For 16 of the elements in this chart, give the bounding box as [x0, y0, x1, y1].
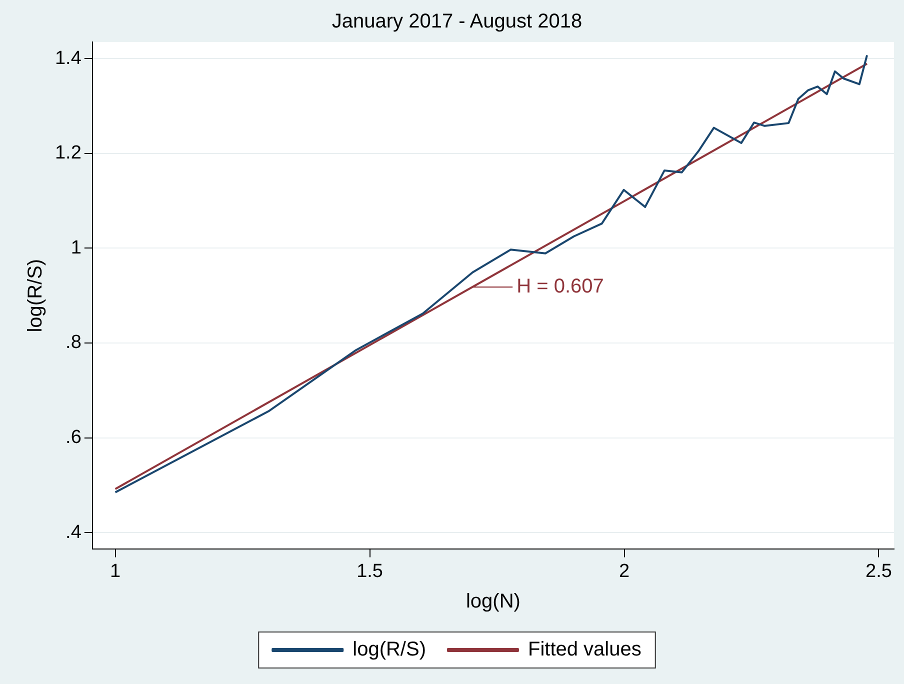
- x-tick-label: 1.5: [356, 560, 383, 582]
- legend-label: log(R/S): [352, 638, 426, 661]
- y-tick-label: 1.4: [54, 48, 82, 69]
- annotation: H = 0.607: [516, 276, 604, 298]
- x-tick-label: 2: [618, 560, 630, 582]
- x-tick-label: 1: [110, 560, 121, 582]
- y-tick-label: 1.2: [54, 142, 82, 164]
- x-tick-label: 2.5: [866, 560, 892, 582]
- legend-label: Fitted values: [528, 638, 642, 661]
- y-tick-label: .4: [66, 522, 82, 543]
- y-tick-label: 1: [70, 237, 82, 258]
- y-tick-label: .6: [66, 427, 82, 448]
- y-tick-label: .8: [66, 332, 82, 354]
- x-axis-title: log(N): [466, 590, 520, 613]
- y-axis-title: log(R/S): [24, 258, 47, 332]
- chart-title: January 2017 - August 2018: [332, 10, 582, 33]
